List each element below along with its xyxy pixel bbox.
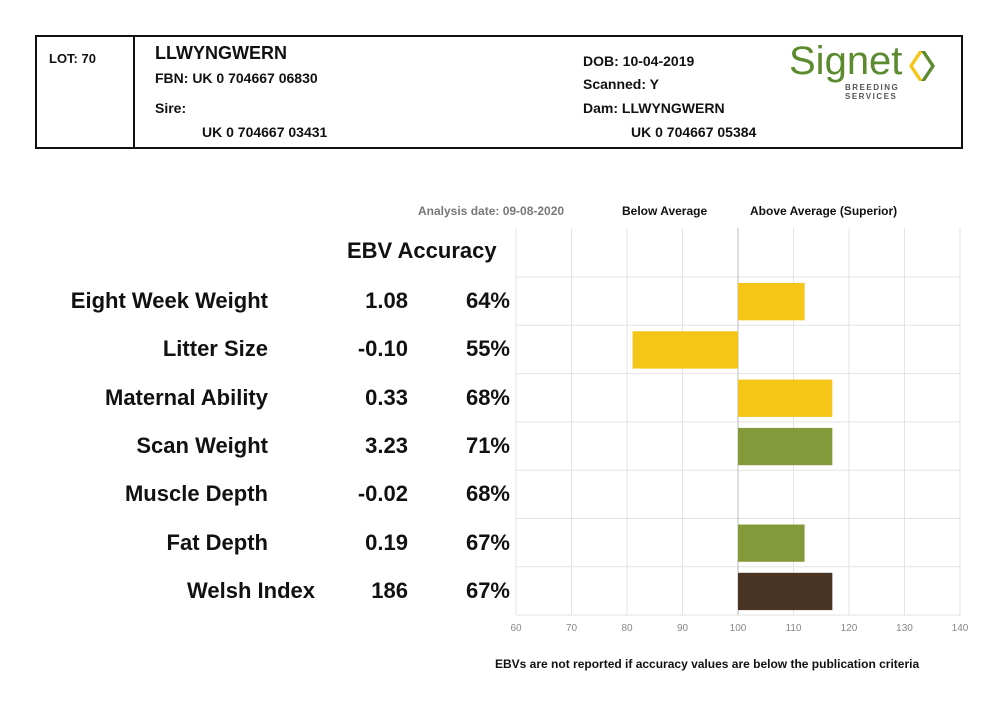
flock-book-number: FBN: UK 0 704667 06830 xyxy=(155,70,318,86)
accuracy-value: 67% xyxy=(465,529,510,555)
gridlines xyxy=(515,228,961,616)
ebv-value: 1.08 xyxy=(365,288,408,314)
ebv-value: 3.23 xyxy=(365,433,408,459)
accuracy-value: 71% xyxy=(465,433,510,459)
sire-id: UK 0 704667 03431 xyxy=(202,124,328,140)
ebv-bar xyxy=(738,379,833,417)
animal-name: LLWYNGWERN xyxy=(155,43,287,63)
ebv-value: 186 xyxy=(371,577,408,603)
x-tick-label: 60 xyxy=(510,623,522,634)
footnote: EBVs are not reported if accuracy values… xyxy=(495,657,920,671)
ebv-value: 0.33 xyxy=(365,384,408,410)
dam-id: UK 0 704667 05384 xyxy=(631,124,757,140)
accuracy-value: 55% xyxy=(465,336,510,362)
logo-subtitle: BREEDING SERVICES xyxy=(845,83,900,101)
signet-logo: Signet BREEDING SERVICES xyxy=(789,39,949,101)
x-tick-label: 130 xyxy=(896,623,913,634)
ebv-bar xyxy=(738,572,833,611)
animal-info-header: LOT: 70 LLWYNGWERN FBN: UK 0 704667 0683… xyxy=(35,35,963,149)
trait-label: Litter Size xyxy=(162,336,268,362)
x-tick-label: 140 xyxy=(952,623,969,634)
logo-chevrons-icon xyxy=(909,51,935,81)
analysis-date: Analysis date: 09-08-2020 xyxy=(418,204,565,218)
dam-label: Dam: LLWYNGWERN xyxy=(583,100,725,116)
sire-label: Sire: xyxy=(155,100,187,116)
above-average-label: Above Average (Superior) xyxy=(750,204,898,218)
accuracy-value: 68% xyxy=(465,384,510,410)
date-of-birth: DOB: 10-04-2019 xyxy=(583,53,695,69)
x-tick-label: 120 xyxy=(841,623,858,634)
trait-label: Fat Depth xyxy=(166,529,268,555)
trait-label: Scan Weight xyxy=(136,433,268,459)
accuracy-value: 68% xyxy=(465,481,510,507)
x-tick-label: 70 xyxy=(566,623,578,634)
x-tick-label: 80 xyxy=(621,623,633,634)
trait-label: Maternal Ability xyxy=(105,384,268,410)
ebv-bar xyxy=(738,283,805,321)
x-tick-label: 100 xyxy=(730,623,747,634)
ebv-bar xyxy=(632,331,738,369)
ebv-bar xyxy=(738,427,833,466)
ebv-bar xyxy=(738,524,805,562)
accuracy-value: 67% xyxy=(465,577,510,603)
lot-divider xyxy=(133,37,135,147)
ebv-value: -0.02 xyxy=(357,481,408,507)
trait-label: Muscle Depth xyxy=(124,481,268,507)
ebv-accuracy-header: EBV Accuracy xyxy=(347,238,497,263)
lot-number: LOT: 70 xyxy=(49,51,96,66)
accuracy-value: 64% xyxy=(465,288,510,314)
trait-label: Welsh Index xyxy=(187,577,315,603)
x-tick-label: 90 xyxy=(677,623,689,634)
scanned-status: Scanned: Y xyxy=(583,76,659,92)
x-tick-label: 110 xyxy=(786,623,802,634)
trait-label: Eight Week Weight xyxy=(70,288,268,314)
below-average-label: Below Average xyxy=(622,204,708,218)
logo-wordmark: Signet xyxy=(789,39,903,83)
ebv-value: -0.10 xyxy=(357,336,408,362)
ebv-value: 0.19 xyxy=(365,529,408,555)
